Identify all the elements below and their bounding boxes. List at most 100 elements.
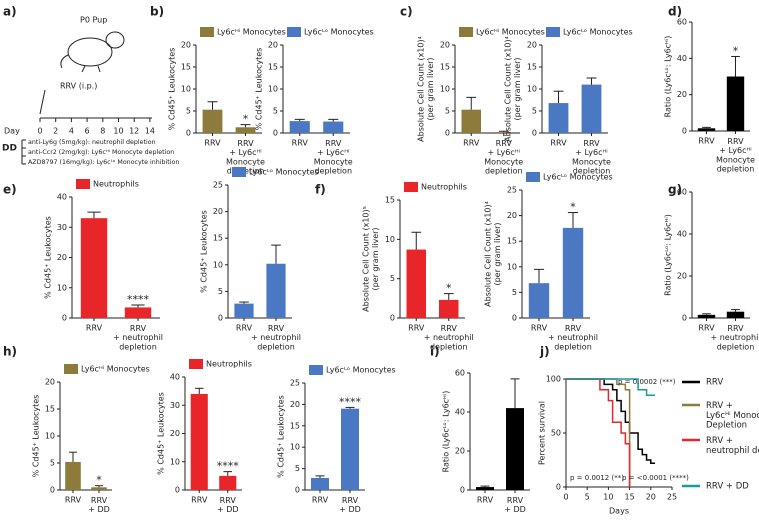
x-tick-label: 15 bbox=[625, 493, 635, 502]
text-line: RRV bbox=[268, 324, 285, 333]
bar bbox=[124, 307, 152, 318]
y-tick-label: 0 bbox=[682, 314, 687, 323]
legend-label: Ly6cᴸᵒ Monocytes bbox=[249, 168, 319, 177]
text-line: + Ly6cᴴⁱ bbox=[719, 146, 751, 155]
x-tick-label: RRV bbox=[408, 324, 425, 333]
text-line: (per gram liver) bbox=[492, 222, 501, 285]
text-line: + DD bbox=[339, 505, 361, 514]
injection-label: RRV (i.p.) bbox=[60, 82, 97, 91]
x-tick-label: RRV bbox=[292, 139, 309, 148]
p-value: p = <0.0001 (****) bbox=[622, 474, 689, 482]
y-tick-label: 0 bbox=[62, 314, 67, 323]
text-line: depletion bbox=[485, 166, 523, 175]
pup-body bbox=[67, 37, 113, 67]
y-tick-label: 15 bbox=[440, 63, 450, 72]
survival-curve bbox=[566, 378, 656, 396]
bar bbox=[234, 303, 254, 318]
text-line: RRV bbox=[727, 137, 744, 146]
text-line: (per gram liver) bbox=[512, 57, 521, 120]
bar bbox=[726, 76, 745, 131]
day-tick-label: 14 bbox=[145, 127, 155, 136]
text-line: RRV bbox=[583, 139, 600, 148]
y-tick-label: 60 bbox=[677, 188, 687, 197]
text-line: neutrophil depletion bbox=[706, 445, 759, 455]
x-tick-label: RRV bbox=[312, 496, 329, 505]
y-axis-label: % Cd45⁺ Leukocytes bbox=[32, 395, 41, 478]
x-tick-label: RRV bbox=[463, 139, 480, 148]
y-tick-label: 20 bbox=[455, 447, 465, 456]
text-line: RRV bbox=[91, 496, 108, 505]
legend-label: Ly6cᴴⁱ Monocytes bbox=[476, 28, 545, 37]
text-line: depletion bbox=[554, 342, 592, 351]
bar bbox=[323, 121, 344, 133]
legend-label: RRV bbox=[706, 378, 723, 388]
p-value: p = 0.0012 (**) bbox=[570, 474, 624, 482]
bar bbox=[697, 128, 716, 131]
panel-label: g) bbox=[668, 183, 682, 197]
day-tick-label: 4 bbox=[69, 127, 74, 136]
y-tick-label: 0 bbox=[556, 483, 561, 492]
x-tick-label: RRV + DD bbox=[339, 496, 361, 514]
pup-legs bbox=[81, 65, 101, 73]
y-tick-label: 0 bbox=[460, 486, 465, 495]
y-axis-label: Ratio (Ly6cᴸᵒ: Ly6cᴴⁱ) bbox=[664, 214, 673, 296]
text-line: depletion bbox=[717, 164, 755, 173]
y-tick-label: 20 bbox=[290, 400, 300, 409]
pup-label: P0 Pup bbox=[80, 16, 107, 25]
y-tick-label: 0 bbox=[682, 127, 687, 136]
significance: * bbox=[733, 45, 739, 58]
y-tick-label: 5 bbox=[532, 107, 537, 116]
text-line: (per gram liver) bbox=[370, 227, 379, 290]
day-tick-label: 8 bbox=[100, 127, 105, 136]
bar bbox=[311, 478, 329, 490]
y-tick-label: 15 bbox=[45, 405, 55, 414]
significance: * bbox=[96, 474, 102, 487]
text-line: RRV bbox=[325, 139, 342, 148]
text-line: + neutrophil bbox=[548, 333, 598, 342]
bar bbox=[406, 249, 426, 318]
bar bbox=[190, 393, 208, 490]
bar bbox=[476, 487, 494, 490]
legend-swatch bbox=[200, 27, 214, 37]
legend-label: RRV +neutrophil depletion bbox=[706, 436, 759, 456]
text-line: Monocyte bbox=[226, 157, 265, 166]
x-tick-label: RRV bbox=[698, 137, 715, 146]
y-tick-label: 0 bbox=[218, 314, 223, 323]
significance: **** bbox=[127, 293, 150, 306]
legend-swatch bbox=[526, 172, 540, 182]
x-tick-label: 5 bbox=[585, 493, 590, 502]
y-tick-label: 20 bbox=[181, 41, 191, 50]
text-line: + Ly6cᴴⁱ bbox=[229, 148, 261, 157]
injection-arrow bbox=[39, 89, 46, 115]
x-tick-label: 0 bbox=[563, 493, 568, 502]
y-tick-label: 20 bbox=[440, 41, 450, 50]
bar bbox=[65, 461, 81, 490]
y-tick-label: 40 bbox=[455, 408, 465, 417]
y-tick-label: 5 bbox=[50, 459, 55, 468]
panel-a: a) P0 Pup RRV (i.p.) Day DD anti-Ly6g (5… bbox=[2, 5, 179, 167]
significance: **** bbox=[217, 460, 240, 473]
text-line: RRV bbox=[342, 496, 359, 505]
x-tick-label: RRV + neutrophil depletion bbox=[113, 324, 163, 351]
y-axis-label: % Cd45⁺ Leukocytes bbox=[168, 48, 177, 131]
legend-label: Ly6cᴴⁱ Monocytes bbox=[81, 365, 150, 374]
bar bbox=[439, 299, 459, 318]
text-line: Depletion bbox=[706, 420, 747, 430]
bar bbox=[80, 218, 108, 318]
y-tick-label: 25 bbox=[507, 186, 517, 195]
x-tick-label: RRV bbox=[204, 139, 221, 148]
survival-curve bbox=[566, 378, 631, 487]
x-tick-label: RRV + neutrophil depletion bbox=[424, 324, 474, 351]
survival-curve bbox=[566, 378, 656, 464]
y-axis-label: Ratio (Ly6cᴸᵒ: Ly6cᴴⁱ) bbox=[442, 391, 451, 473]
y-tick-label: 5 bbox=[218, 287, 223, 296]
bar bbox=[581, 84, 602, 133]
survival-curve bbox=[566, 378, 631, 487]
y-tick-label: 5 bbox=[512, 288, 517, 297]
y-tick-label: 20 bbox=[507, 211, 517, 220]
text-line: RRV bbox=[496, 139, 513, 148]
text-line: + neutrophil bbox=[113, 333, 163, 342]
